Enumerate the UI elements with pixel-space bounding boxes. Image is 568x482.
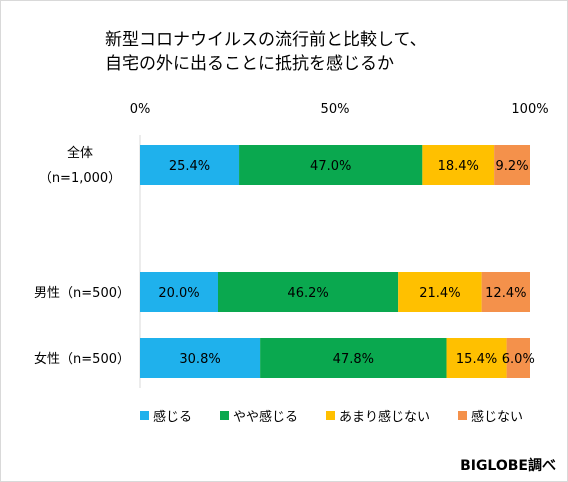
legend-item: やや感じる (220, 406, 298, 425)
chart-title-line-2: 自宅の外に出ることに抵抗を感じるか (105, 54, 394, 74)
data-label: 18.4% (438, 159, 479, 174)
legend-label: やや感じる (233, 410, 299, 425)
bar-segment (506, 338, 530, 378)
bar-segment (398, 272, 482, 312)
legend-item: 感じる (140, 406, 192, 425)
category-label: 男性（n=500） (34, 286, 130, 301)
x-tick-label: 100% (511, 102, 548, 117)
bar-segment (218, 272, 399, 312)
data-label: 6.0% (502, 352, 535, 367)
category-label: 女性（n=500） (34, 351, 130, 367)
bar-segment (140, 338, 261, 378)
bar-segment (422, 145, 495, 185)
x-tick-label: 0% (130, 102, 151, 117)
bar-segment (446, 338, 507, 378)
bar-segment (239, 145, 423, 185)
chart-legend: 感じる やや感じる あまり感じない 感じない (140, 406, 551, 425)
x-tick-label: 50% (321, 102, 350, 117)
bar-segment (494, 145, 530, 185)
data-label: 25.4% (169, 159, 210, 174)
legend-label: 感じない (471, 410, 524, 425)
category-label: 全体 (67, 145, 93, 161)
legend-item: 感じない (458, 406, 523, 425)
bar-segment (260, 338, 447, 378)
legend-label: あまり感じない (339, 410, 431, 425)
legend-swatch (458, 411, 468, 420)
legend-swatch (220, 411, 230, 420)
bar-segment (140, 272, 218, 312)
legend-label: 感じる (153, 410, 193, 425)
data-label: 9.2% (496, 159, 529, 174)
legend-swatch (326, 411, 336, 420)
source-credit: BIGLOBE調べ (460, 458, 556, 474)
category-label-sub: （n=1,000） (39, 171, 121, 186)
bar-segment (140, 145, 240, 185)
data-label: 20.0% (158, 286, 199, 301)
legend-item: あまり感じない (326, 406, 430, 425)
data-label: 30.8% (179, 352, 220, 367)
data-label: 47.0% (310, 159, 351, 174)
data-label: 47.8% (333, 352, 374, 367)
chart-title-line-1: 新型コロナウイルスの流行前と比較して、 (105, 30, 427, 50)
chart-title: 新型コロナウイルスの流行前と比較して、 自宅の外に出ることに抵抗を感じるか (105, 28, 427, 76)
data-label: 12.4% (485, 286, 526, 301)
data-label: 21.4% (419, 286, 460, 301)
legend-swatch (140, 411, 149, 420)
data-label: 46.2% (287, 286, 328, 301)
bar-segment (481, 272, 530, 312)
data-label: 15.4% (456, 352, 497, 367)
